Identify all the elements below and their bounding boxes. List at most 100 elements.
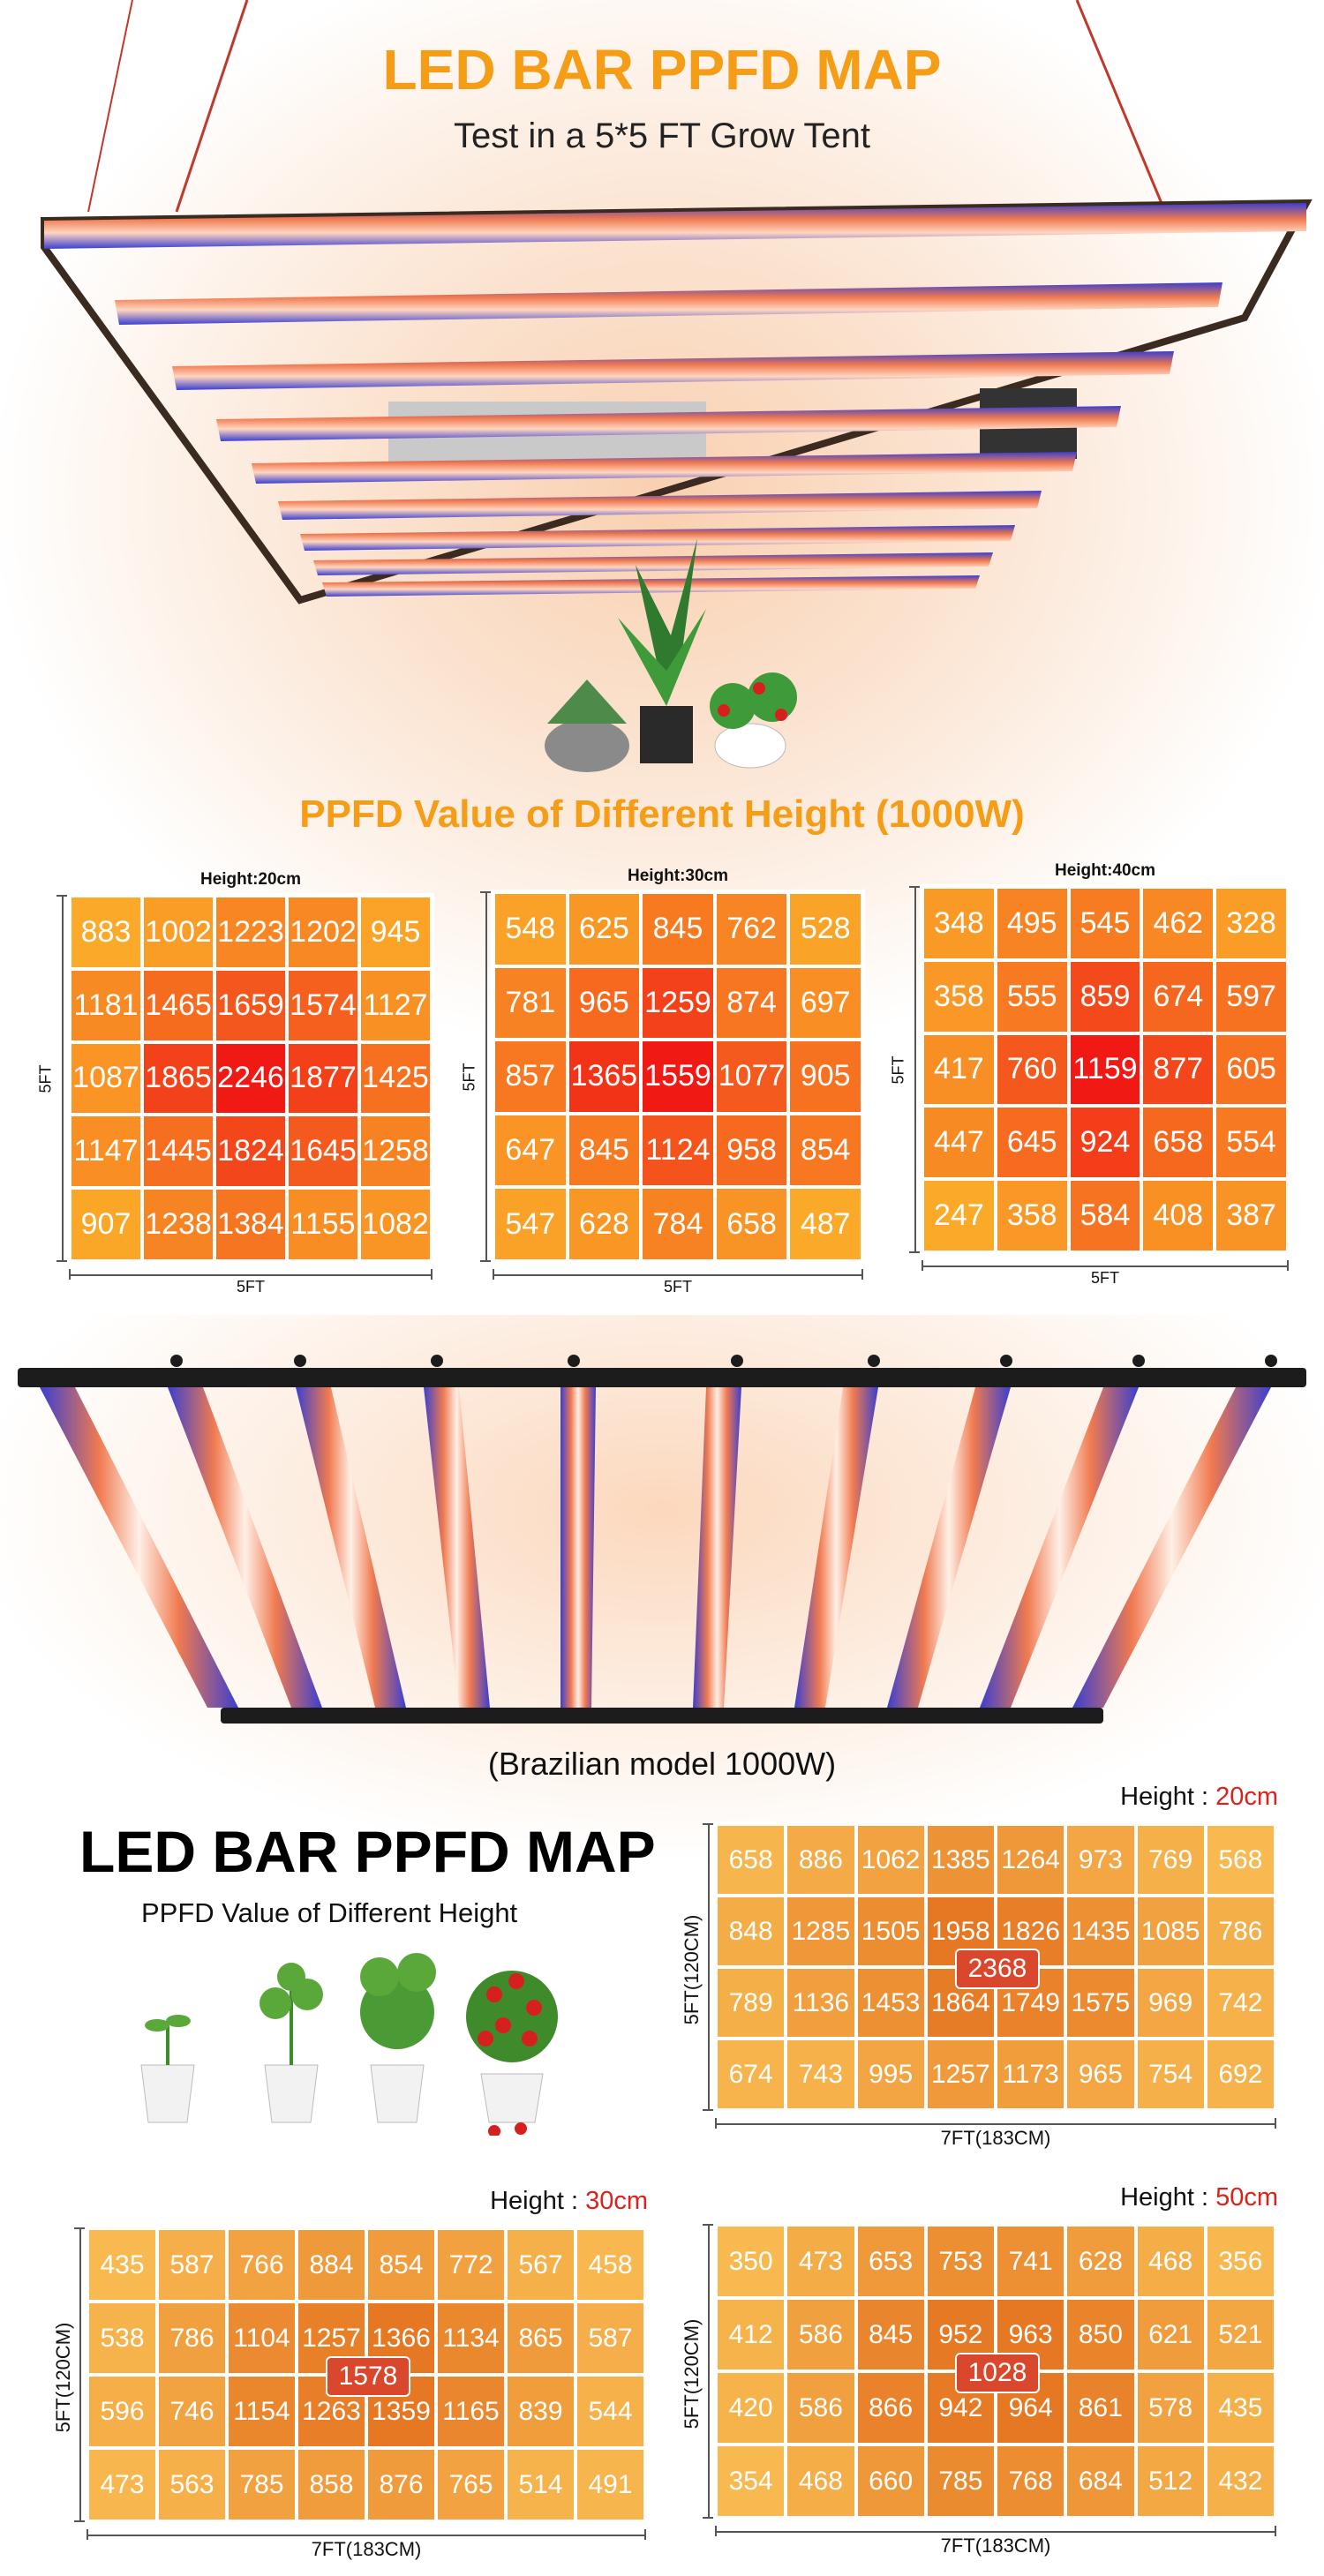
side-dimension-label: 5FT(120CM)	[681, 2318, 703, 2430]
heatmap-cell: 854	[366, 2228, 436, 2302]
heatmap-cell: 625	[567, 892, 642, 966]
heatmap-cell: 859	[1068, 959, 1142, 1033]
heatmap-cell: 945	[359, 896, 432, 969]
heatmap-cell: 350	[716, 2225, 786, 2298]
axis-tick	[69, 1269, 71, 1280]
heatmap-cell: 1002	[142, 896, 214, 969]
heatmap-cell: 884	[297, 2228, 366, 2302]
heatmap-cell: 1258	[359, 1115, 432, 1189]
heatmap-cell: 742	[1205, 1967, 1275, 2039]
heatmap-cell: 1104	[227, 2302, 297, 2375]
side-dimension-label: 5FT(120CM)	[681, 1914, 703, 2025]
side-dimension-label: 5FT	[889, 1055, 907, 1085]
heatmap-cell: 412	[716, 2298, 786, 2371]
heatmap-cell: 753	[925, 2225, 996, 2298]
heatmap-height-label: Height : 30cm	[85, 2187, 648, 2216]
heatmap-cell: 1062	[855, 1824, 926, 1896]
axis-tick	[1275, 2526, 1276, 2536]
heatmap-cell: 473	[786, 2225, 856, 2298]
heatmap-cell: 850	[1065, 2298, 1136, 2371]
heatmap-cell: 874	[714, 965, 789, 1040]
heatmap-cell: 578	[1135, 2371, 1206, 2445]
height-label-prefix: Height :	[1120, 2183, 1216, 2212]
heatmap-cell: 883	[70, 896, 142, 969]
left-axis-line	[62, 895, 64, 1262]
heatmap-cell: 435	[87, 2228, 157, 2302]
axis-tick	[480, 891, 491, 893]
heatmap-cell: 545	[1068, 887, 1142, 960]
center-peak-badge: 2368	[955, 1949, 1040, 1989]
heatmap-cell: 845	[567, 1113, 642, 1188]
heatmap-cell: 1445	[142, 1115, 214, 1189]
heatmap-cell: 1659	[214, 968, 287, 1042]
heatmap-cell: 1877	[287, 1041, 359, 1115]
heatmap-cell: 692	[1205, 2039, 1275, 2110]
heatmap-cell: 1077	[714, 1040, 789, 1114]
axis-tick	[431, 1269, 433, 1280]
heatmap-cell: 621	[1135, 2298, 1206, 2371]
heatmap-grid: 658 886 1062 1385 1264 973 769 568 848 1285 1505 19…	[713, 1821, 1278, 2113]
heatmap-cell: 387	[1215, 1179, 1288, 1252]
heatmap-cell: 432	[1205, 2445, 1275, 2518]
heatmap-cell: 1559	[641, 1040, 715, 1114]
heatmap-height-label: Height:40cm	[1054, 861, 1156, 880]
heatmap-cell: 848	[716, 1896, 786, 1967]
heatmap-cell: 468	[786, 2445, 856, 2518]
heatmap-cell: 658	[714, 1187, 789, 1261]
heatmap-cell: 521	[1205, 2298, 1275, 2371]
heatmap-cell: 658	[716, 1824, 786, 1896]
heatmap-cell: 1136	[786, 1967, 856, 2039]
heatmap-cell: 605	[1215, 1033, 1288, 1107]
heatmap-cell: 845	[641, 892, 715, 966]
height-label-value: 30cm	[585, 2187, 648, 2215]
heatmap-cell: 1124	[641, 1113, 715, 1188]
heatmap-cell: 567	[506, 2228, 575, 2302]
heatmap-cell: 1453	[855, 1967, 926, 2039]
axis-tick	[715, 2118, 717, 2129]
heatmap-cell: 1645	[287, 1115, 359, 1189]
heatmap-cell: 1202	[287, 896, 359, 969]
axis-tick	[74, 2520, 85, 2522]
heatmap-cell: 596	[87, 2375, 157, 2448]
bottom-dimension-label: 7FT(183CM)	[940, 2535, 1051, 2557]
heatmap-cell: 538	[87, 2302, 157, 2375]
bottom-dimension-label: 7FT(183CM)	[311, 2538, 422, 2560]
heatmap-cell: 356	[1205, 2225, 1275, 2298]
heatmap-cell: 877	[1141, 1033, 1215, 1107]
heatmap-cell: 358	[922, 959, 996, 1033]
height-label-prefix: Height :	[490, 2187, 586, 2215]
heatmap-cell: 746	[157, 2375, 227, 2448]
bottom-dimension-label: 7FT(183CM)	[940, 2127, 1051, 2149]
heatmap-cell: 876	[366, 2448, 436, 2521]
heatmap-cell: 354	[716, 2445, 786, 2518]
heatmap-height-label: Height : 20cm	[713, 1783, 1278, 1812]
heatmap-cell: 647	[493, 1113, 568, 1188]
heatmap-cell: 554	[1215, 1106, 1288, 1180]
page-title: LED BAR PPFD MAP	[382, 38, 942, 101]
heatmap-cell: 765	[436, 2448, 506, 2521]
heatmap-cell: 1384	[214, 1188, 287, 1261]
heatmap-cell: 597	[1215, 959, 1288, 1033]
heatmap-cell: 965	[1065, 2039, 1136, 2110]
axis-tick	[56, 1260, 67, 1262]
heatmap-cell: 924	[1068, 1106, 1142, 1180]
page-subtitle: Test in a 5*5 FT Grow Tent	[453, 116, 871, 155]
side-dimension-label: 5FT	[36, 1064, 55, 1093]
axis-tick	[703, 2109, 713, 2111]
heatmap-cell: 743	[786, 2039, 856, 2110]
heatmap-cell: 547	[493, 1187, 568, 1261]
heatmap-cell: 1147	[70, 1115, 142, 1189]
heatmap-cell: 1259	[641, 965, 715, 1040]
heatmap-cell: 586	[786, 2371, 856, 2445]
plant-growth-stages-illustration	[140, 1953, 558, 2136]
heatmap-cell: 1365	[567, 1040, 642, 1114]
left-axis-line	[914, 886, 916, 1253]
center-peak-badge: 1028	[955, 2353, 1040, 2393]
left-axis-line	[708, 2224, 710, 2519]
axis-tick	[644, 2529, 646, 2540]
axis-tick	[493, 1269, 494, 1280]
heatmap-cell: 328	[1215, 887, 1288, 960]
heatmap-cell: 660	[855, 2445, 926, 2518]
bottom-axis-line	[493, 1274, 863, 1276]
axis-tick	[87, 2529, 88, 2540]
